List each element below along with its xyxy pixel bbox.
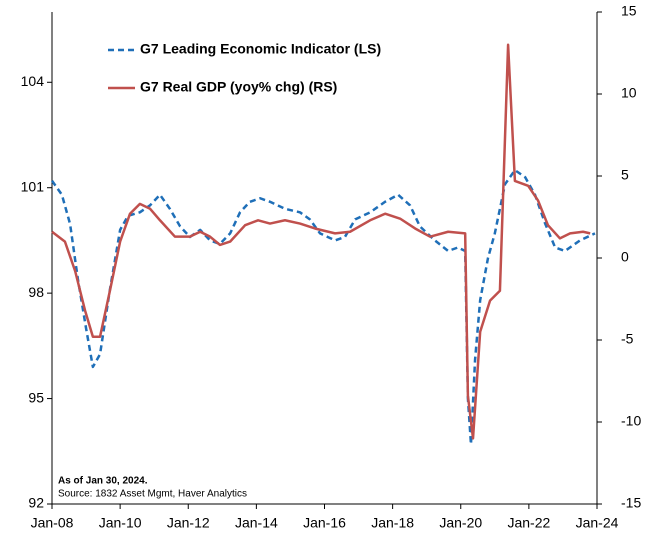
y2-tick-label: 5 (621, 167, 629, 183)
legend-label: G7 Real GDP (yoy% chg) (RS) (140, 79, 337, 95)
x-tick-label: Jan-20 (439, 515, 482, 531)
y-tick-label: 98 (28, 284, 44, 300)
x-tick-label: Jan-22 (507, 515, 550, 531)
x-tick-label: Jan-12 (167, 515, 210, 531)
y2-tick-label: -10 (621, 413, 641, 429)
x-tick-label: Jan-14 (235, 515, 278, 531)
x-tick-label: Jan-16 (303, 515, 346, 531)
x-tick-label: Jan-18 (371, 515, 414, 531)
series-line (50, 168, 596, 446)
annotation: Source: 1832 Asset Mgmt, Haver Analytics (58, 489, 247, 500)
legend-label: G7 Leading Economic Indicator (LS) (140, 41, 381, 57)
y2-tick-label: 10 (621, 85, 637, 101)
y2-tick-label: -5 (621, 331, 634, 347)
y2-tick-label: 15 (621, 3, 637, 19)
x-tick-label: Jan-24 (576, 515, 619, 531)
series-line (51, 43, 591, 440)
x-tick-label: Jan-08 (31, 515, 74, 531)
x-tick-label: Jan-10 (99, 515, 142, 531)
y-tick-label: 92 (28, 495, 44, 511)
y-tick-label: 104 (21, 73, 45, 89)
y-tick-label: 101 (21, 178, 45, 194)
y2-tick-label: -15 (621, 495, 641, 511)
annotation: As of Jan 30, 2024. (58, 476, 148, 487)
y2-tick-label: 0 (621, 249, 629, 265)
y-tick-label: 95 (28, 389, 44, 405)
